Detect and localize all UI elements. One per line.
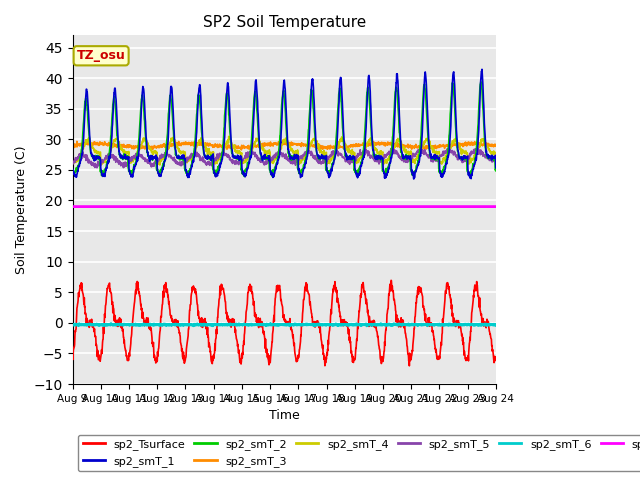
sp2_smT_3 [153,144,161,150]
sp2_Tsurface [387,277,395,283]
sp2_smT_6 [68,322,76,327]
sp2_smT_3 [73,138,81,144]
sp2_smT_6 [163,322,170,327]
sp2_smT_3 [237,147,245,153]
sp2_Tsurface [163,286,170,292]
sp2_Tsurface [210,351,218,357]
Line: sp2_smT_5: sp2_smT_5 [72,148,496,168]
sp2_smT_6 [152,322,160,328]
sp2_smT_4 [225,133,232,139]
sp2_Tsurface [404,353,412,359]
sp2_smT_4 [152,150,160,156]
sp2_smT_3 [442,143,450,149]
sp2_smT_4 [156,162,164,168]
sp2_smT_5 [388,145,396,151]
sp2_smT_4 [492,157,500,163]
sp2_smT_7 [492,204,500,209]
Line: sp2_Tsurface: sp2_Tsurface [72,280,496,366]
sp2_smT_7 [210,204,218,209]
sp2_smT_6 [210,322,218,328]
sp2_smT_2 [477,79,484,84]
sp2_smT_1 [410,176,417,182]
sp2_smT_2 [349,155,357,161]
sp2_smT_4 [405,151,413,156]
Title: SP2 Soil Temperature: SP2 Soil Temperature [202,15,366,30]
sp2_smT_6 [363,323,371,329]
sp2_smT_6 [442,322,450,327]
sp2_smT_1 [152,157,160,163]
sp2_smT_1 [492,165,500,171]
sp2_smT_5 [153,159,161,165]
sp2_smT_5 [163,151,171,157]
sp2_smT_7 [163,204,170,209]
Legend: sp2_Tsurface, sp2_smT_1, sp2_smT_2, sp2_smT_3, sp2_smT_4, sp2_smT_5, sp2_smT_6, : sp2_Tsurface, sp2_smT_1, sp2_smT_2, sp2_… [78,435,640,471]
sp2_smT_4 [349,149,357,155]
sp2_smT_5 [492,156,500,162]
sp2_smT_7 [152,204,160,209]
sp2_smT_1 [404,153,412,159]
sp2_smT_6 [492,322,500,328]
sp2_smT_3 [492,143,500,149]
sp2_smT_3 [68,144,76,150]
Line: sp2_smT_6: sp2_smT_6 [72,324,496,326]
sp2_smT_5 [349,160,357,166]
sp2_smT_1 [478,66,486,72]
sp2_smT_3 [211,144,218,150]
X-axis label: Time: Time [269,409,300,422]
Line: sp2_smT_4: sp2_smT_4 [72,136,496,165]
sp2_smT_2 [492,168,500,174]
sp2_Tsurface [349,354,356,360]
sp2_smT_4 [68,158,76,164]
Y-axis label: Soil Temperature (C): Soil Temperature (C) [15,145,28,274]
sp2_Tsurface [406,363,413,369]
sp2_smT_6 [405,322,413,328]
sp2_smT_5 [405,158,413,164]
sp2_smT_1 [68,165,76,171]
sp2_smT_5 [211,156,218,162]
sp2_smT_1 [349,153,356,159]
sp2_smT_3 [163,142,171,148]
sp2_smT_5 [442,150,450,156]
sp2_smT_1 [210,168,218,174]
sp2_smT_2 [404,155,412,161]
Line: sp2_smT_1: sp2_smT_1 [72,69,496,179]
sp2_smT_5 [68,160,76,166]
sp2_smT_5 [93,165,100,170]
sp2_smT_4 [163,148,171,154]
sp2_smT_7 [404,204,412,209]
Text: TZ_osu: TZ_osu [77,49,125,62]
sp2_smT_4 [211,161,218,167]
sp2_smT_2 [442,158,450,164]
sp2_smT_1 [163,151,170,157]
sp2_smT_2 [210,168,218,173]
sp2_smT_1 [442,161,450,167]
sp2_smT_2 [163,139,170,145]
sp2_smT_7 [68,204,76,209]
sp2_smT_6 [349,322,356,328]
sp2_smT_2 [152,164,160,170]
Line: sp2_smT_3: sp2_smT_3 [72,141,496,150]
sp2_smT_4 [442,154,450,160]
sp2_Tsurface [152,356,160,361]
sp2_smT_3 [349,143,357,149]
sp2_Tsurface [492,356,500,361]
sp2_Tsurface [442,290,450,296]
Line: sp2_smT_2: sp2_smT_2 [72,82,496,177]
sp2_smT_6 [377,321,385,326]
sp2_smT_7 [442,204,449,209]
sp2_smT_2 [241,174,248,180]
sp2_smT_7 [349,204,356,209]
sp2_smT_3 [405,143,413,148]
sp2_smT_2 [68,167,76,173]
sp2_Tsurface [68,350,76,356]
